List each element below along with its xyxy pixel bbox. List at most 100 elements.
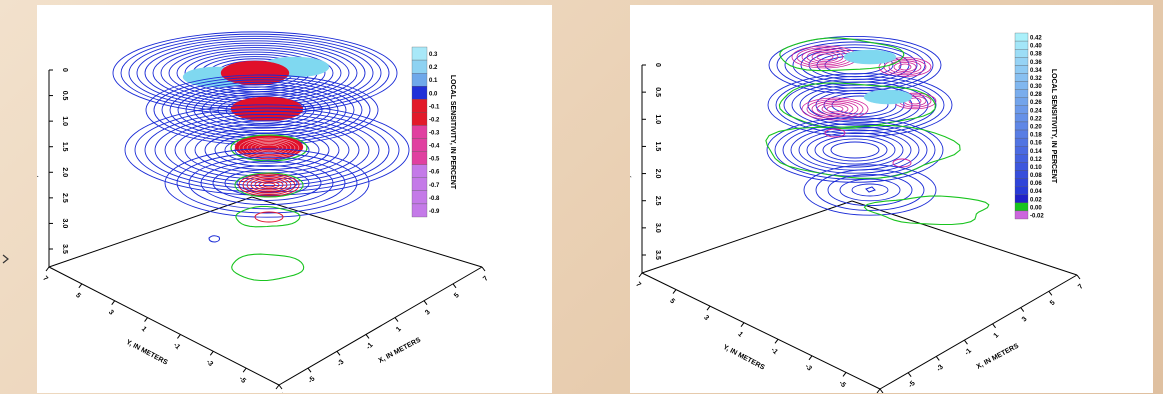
contour-negative (242, 139, 296, 157)
y-tick (740, 322, 745, 328)
colorbar-tick-label: -0.5 (429, 157, 440, 163)
z-tick-label: 2.0 (61, 167, 68, 177)
contour-negative (246, 140, 292, 156)
colorbar-tick-label: -0.2 (429, 117, 440, 123)
colorbar-tick-label: 0.20 (1030, 125, 1042, 131)
colorbar-tick-label: -0.4 (429, 144, 440, 150)
colorbar-title: LOCAL SENSITIVITY, IN PERCENT (1050, 69, 1057, 184)
y-tick (78, 283, 83, 289)
contour-positive (208, 235, 220, 243)
y-tick (45, 266, 50, 272)
contour-negative (811, 100, 859, 118)
y-tick (876, 388, 881, 393)
contour-negative (258, 181, 280, 189)
colorbar-tick-label: -0.9 (429, 209, 440, 215)
contour-negative (908, 97, 922, 105)
contour-negative (238, 137, 300, 159)
contour-positive (865, 186, 876, 193)
contour-positive (784, 41, 926, 89)
right-contour-plot: 0 0.5 1.0 1.5 2.0 2.5 3.0 3.5 Z, IN METERS 7 5 3 1 -1… (630, 32, 1085, 393)
colorbar-swatch (411, 73, 428, 87)
contour-negative (801, 97, 869, 121)
x-tick (452, 283, 457, 289)
x-tick (964, 339, 968, 345)
x-axis-line (278, 266, 483, 386)
contour-negative (811, 52, 839, 63)
colorbar-tick-label: 0.30 (1030, 84, 1042, 90)
x-tick (365, 334, 370, 339)
y-axis-label: Y, IN METERS (125, 339, 169, 367)
colorbar-tick-label: 0.12 (1030, 157, 1042, 163)
back-right-edge (851, 200, 1078, 276)
right-contour-panel: 0 0.5 1.0 1.5 2.0 2.5 3.0 3.5 Z, IN METERS 7 5 3 1 -1… (630, 5, 1153, 393)
y-tick-label: -1 (172, 342, 181, 351)
contour-positive (214, 133, 320, 167)
contour-positive (174, 120, 360, 180)
contour-positive (164, 148, 370, 218)
contour-negative (816, 53, 834, 61)
colorbar-tick-label: 0.02 (1030, 197, 1042, 203)
x-axis-line (879, 274, 1078, 390)
contour-positive (830, 141, 880, 159)
x-tick (481, 266, 486, 272)
contour-negative (238, 173, 300, 197)
colorbar: 0.3 0.2 0.1 0.0 -0.1 -0.2 -0.3 -0.4 -0.5 -0.6 -0.7… (411, 46, 456, 218)
y-tick (808, 355, 813, 361)
contour-positive (806, 132, 904, 168)
z-tick-label: 0 (654, 63, 661, 67)
x-tick (1076, 274, 1081, 280)
contour-positive (803, 164, 937, 216)
contour-positive (831, 95, 889, 115)
colorbar-swatch (411, 46, 428, 61)
contour-negative (893, 62, 917, 73)
contour-positive (775, 75, 945, 135)
contour-negative (816, 102, 854, 116)
contour-positive (176, 152, 358, 214)
colorbar-swatch (1014, 32, 1029, 42)
colorbar-swatch (411, 164, 428, 178)
y-tick (774, 338, 779, 344)
colorbar-swatch (1014, 97, 1029, 106)
contour-negative (258, 144, 280, 152)
y-tick (242, 367, 247, 373)
y-tick-label: -3 (205, 359, 214, 368)
colorbar-tick-label: 0.16 (1030, 141, 1042, 147)
z-tick-label: 0 (61, 68, 68, 72)
contour-positive (154, 113, 380, 187)
x-tick (423, 300, 428, 306)
y-tick-label: 3 (107, 309, 115, 317)
contour-positive (164, 117, 370, 183)
contour-positive (766, 117, 944, 183)
x-tick (278, 384, 283, 390)
y-tick-label: -7 (270, 392, 279, 393)
x-tick-label: -3 (936, 364, 945, 373)
contour-zero (778, 82, 936, 130)
sensitivity-peak-positive (843, 49, 897, 65)
z-tick-label: 0.5 (61, 91, 68, 101)
contour-negative (254, 143, 284, 153)
contour-positive (188, 156, 346, 210)
colorbar-swatch (411, 138, 428, 152)
z-tick-label: 1.0 (654, 114, 661, 124)
x-tick (907, 372, 912, 378)
x-tick-label: 7 (1077, 283, 1085, 291)
contour-positive (807, 87, 913, 123)
x-tick-label: 5 (453, 292, 461, 300)
y-tick-label: 1 (140, 326, 148, 334)
z-tick-label: 3.0 (654, 223, 661, 233)
colorbar-swatch (1014, 65, 1029, 74)
colorbar-swatch (1014, 146, 1029, 155)
y-tick (111, 300, 116, 306)
contour-negative (254, 211, 284, 223)
contour-negative (254, 179, 284, 191)
y-tick-label: 3 (702, 314, 710, 322)
contour-positive (851, 183, 889, 197)
colorbar-swatch (1014, 105, 1029, 115)
colorbar-swatch (1014, 194, 1029, 203)
colorbar: 0.42 0.40 0.38 0.36 0.34 0.32 0.30 0.28 0.26 0.24… (1014, 32, 1057, 219)
colorbar-tick-label: 0.3 (429, 52, 438, 58)
contour-negative (826, 105, 844, 113)
y-axis-line (48, 266, 280, 386)
z-axis-label: Z, IN METERS (37, 135, 39, 182)
colorbar-swatch (1014, 73, 1029, 82)
